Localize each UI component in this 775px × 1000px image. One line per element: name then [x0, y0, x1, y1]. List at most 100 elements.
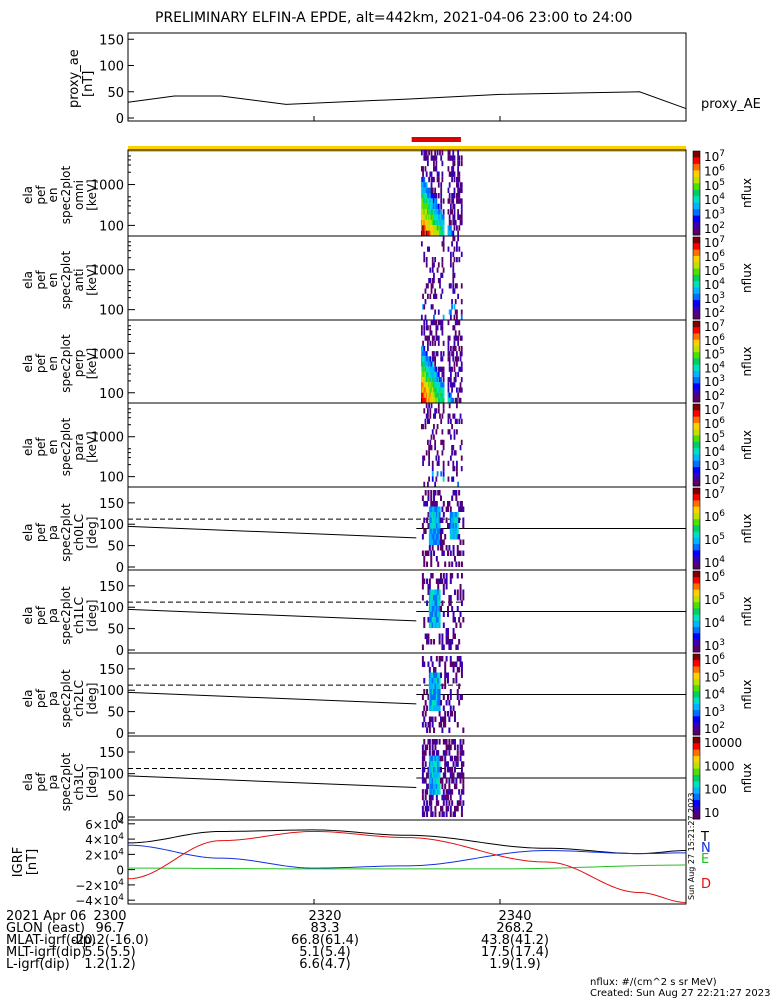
pitch-pixel — [426, 783, 429, 790]
pitch-pixel — [441, 528, 444, 534]
spectrogram-pixel — [442, 230, 445, 236]
spectrogram-pixel — [429, 366, 432, 372]
pitch-pixel — [433, 700, 436, 706]
spectrogram-pixel — [435, 387, 438, 393]
pitch-pixel — [452, 667, 455, 673]
spectrogram-pixel — [460, 387, 463, 393]
pitch-pixel — [458, 772, 461, 778]
spectrogram-pixel — [436, 392, 439, 398]
spectrogram-pixel — [422, 214, 424, 220]
pitch-pixel — [438, 517, 441, 523]
spectrogram-pixel — [426, 345, 429, 352]
spectrogram-pixel — [454, 283, 457, 289]
spectrogram-pixel — [434, 356, 437, 362]
pitch-pixel — [430, 495, 433, 501]
colorbar-frame — [692, 403, 701, 487]
spectrogram-pixel — [460, 439, 463, 445]
spectrogram-pixel — [440, 387, 443, 393]
spectrogram-pixel — [435, 408, 438, 414]
colorbar-swatch — [693, 562, 700, 570]
spectrogram-pixel — [425, 257, 428, 263]
pitch-pixel — [445, 545, 448, 551]
pitch-pixel — [435, 512, 438, 518]
pitch-pixel — [435, 556, 438, 562]
igrf-N-line — [127, 844, 687, 869]
spectrogram-pixel — [423, 219, 426, 226]
pitch-panel-ylabel: pa — [46, 691, 60, 706]
pitch-pixel — [449, 523, 452, 529]
spectrogram-pixel — [442, 366, 445, 372]
pitch-pixel — [424, 501, 427, 507]
pitch-pixel — [449, 512, 452, 518]
spectrogram-pixel — [452, 166, 455, 172]
pitch-pixel — [459, 501, 462, 507]
pitch-pixel — [452, 661, 455, 667]
spectrogram-pixel — [460, 160, 463, 167]
spectrogram-pixel — [449, 434, 452, 440]
pitch-pixel — [438, 778, 441, 784]
pitch-pixel — [435, 789, 438, 795]
pitch-pixel — [435, 694, 438, 700]
pitch-pixel — [426, 789, 429, 795]
pitch-pixel — [437, 683, 440, 689]
spectrogram-pixel — [434, 366, 437, 372]
spectrogram-pixel — [441, 150, 444, 156]
spectrogram-pixel — [458, 330, 461, 336]
spectrogram-pixel — [436, 377, 439, 383]
pitch-pixel — [442, 539, 445, 545]
spectrogram-pixel — [423, 230, 426, 236]
spectrogram-pixel — [425, 214, 428, 220]
colorbar-swatch — [693, 429, 700, 437]
spectrogram-pixel — [442, 387, 445, 393]
pitch-pixel — [424, 633, 427, 639]
spectrogram-pixel — [457, 214, 460, 220]
pitch-pixel — [459, 539, 462, 545]
colorbar-tick-label: 105 — [704, 669, 725, 684]
spectrogram-pixel — [422, 382, 424, 388]
pitch-pixel — [449, 766, 452, 773]
side-timestamp: Sun Aug 27 15:21:27 2023 — [687, 793, 696, 900]
pitch-pixel — [427, 523, 430, 529]
spectrogram-pixel — [426, 377, 429, 383]
spectrogram-pixel — [457, 371, 460, 378]
pitch-pixel — [441, 600, 444, 606]
colorbar-swatch — [693, 697, 700, 705]
pitch-pixel — [441, 644, 444, 650]
pitch-pixel — [433, 672, 436, 678]
pitch-pixel — [452, 739, 455, 745]
pitch-pixel — [437, 600, 440, 606]
colorbar-frame — [692, 653, 701, 736]
pitch-pixel — [451, 573, 454, 579]
pitch-pixel — [437, 694, 440, 700]
pitch-pixel — [458, 490, 461, 496]
spectrogram-pixel — [440, 209, 443, 215]
spectrogram-pixel — [423, 225, 426, 231]
pitch-pixel — [434, 761, 437, 767]
colorbar-tick-label: 103 — [704, 704, 725, 719]
spectrogram-pixel — [448, 219, 451, 226]
spectrogram-pixel — [431, 225, 434, 231]
pitch-pixel — [431, 600, 434, 606]
pitch-pixel — [438, 639, 441, 645]
spectrogram-pixel — [428, 460, 431, 466]
spectrogram-pixel — [441, 288, 444, 294]
pitch-pixel — [437, 700, 440, 706]
spectrogram-pixel — [434, 397, 437, 403]
spectrogram-pixel — [457, 293, 460, 299]
spectrogram-pixel — [434, 392, 437, 398]
pitch-pixel — [445, 639, 448, 645]
spectrogram-pixel — [431, 262, 434, 268]
spectrogram-pixel — [425, 413, 428, 419]
pitch-ytick-label: 0 — [116, 561, 124, 576]
spectrogram-pixel — [442, 225, 445, 231]
spectrogram-pixel — [429, 293, 432, 299]
spectrogram-pixel — [447, 155, 450, 161]
spectrogram-pixel — [448, 171, 451, 177]
igrf-D-line — [127, 830, 687, 903]
pitch-pixel — [427, 584, 430, 590]
pitch-pixel — [421, 534, 424, 540]
spectrogram-pixel — [458, 198, 461, 204]
spectrogram-pixel — [423, 366, 426, 372]
pitch-pixel — [421, 750, 424, 756]
pitch-pixel — [444, 711, 447, 717]
